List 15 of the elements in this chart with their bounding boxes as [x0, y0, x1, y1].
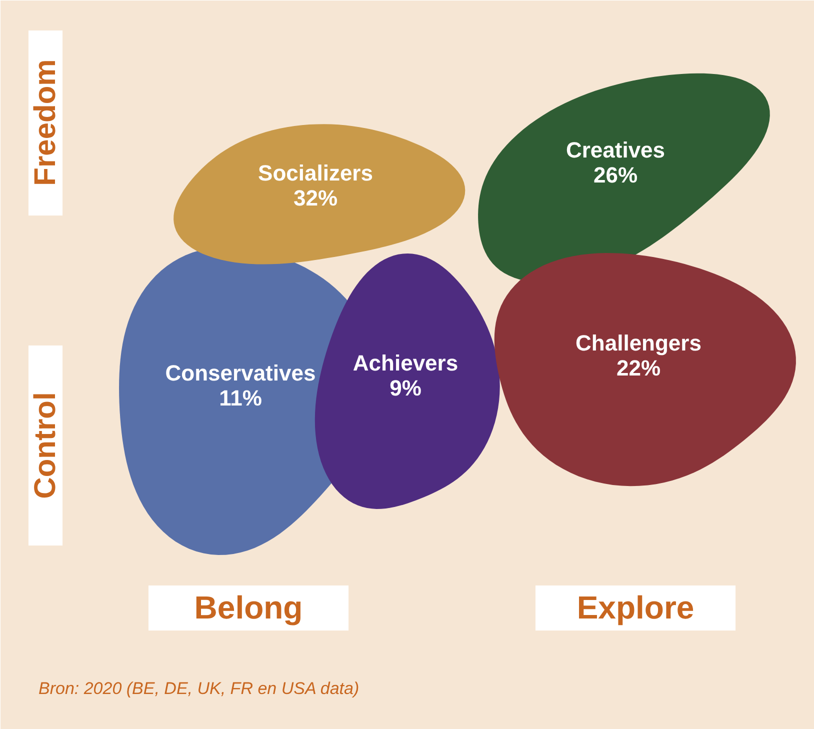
- category-label: Creatives: [566, 138, 666, 162]
- data-label: 22%: [616, 356, 661, 380]
- category-label: Challengers: [576, 330, 702, 356]
- data-label: 32%: [293, 186, 338, 210]
- text: Bron: 2020 (BE, DE, UK, FR en USA data): [38, 679, 360, 698]
- text: Control: [29, 392, 62, 499]
- data-label: 11%: [219, 386, 262, 410]
- data-label: 9%: [390, 376, 422, 400]
- category-label: Achievers: [352, 350, 458, 376]
- category-label: Conservatives: [165, 360, 316, 386]
- text: Freedom: [29, 59, 62, 186]
- text: Belong: [194, 590, 303, 626]
- data-label: 26%: [593, 162, 638, 188]
- text: Explore: [576, 590, 694, 626]
- category-label: Socializers: [258, 160, 373, 186]
